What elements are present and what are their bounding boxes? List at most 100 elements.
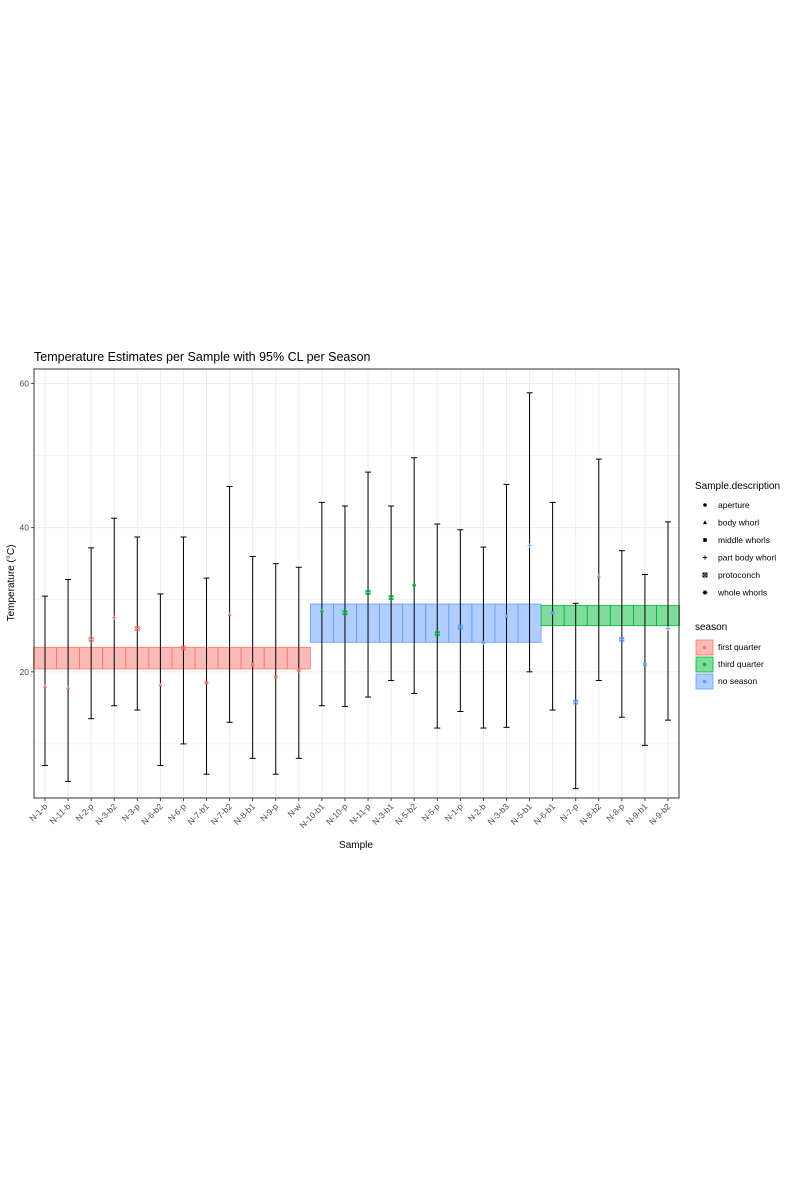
data-point <box>702 590 708 595</box>
chart-title: Temperature Estimates per Sample with 95… <box>34 350 371 364</box>
marker-square-cross <box>134 626 140 632</box>
data-point <box>180 645 186 651</box>
x-tick-label: N-1-b <box>27 801 49 823</box>
marker-cross-b <box>135 626 140 631</box>
x-tick-label: N-7-b1 <box>185 801 211 827</box>
data-point <box>250 662 255 667</box>
error-bar <box>411 457 418 694</box>
x-tick-label: N-9-p <box>258 801 280 823</box>
data-point <box>550 610 555 615</box>
data-point <box>703 538 707 542</box>
error-bar <box>526 392 533 673</box>
marker-triangle <box>319 608 324 613</box>
plot-panel <box>34 369 679 798</box>
error-bar <box>595 458 602 681</box>
marker-square <box>273 675 278 679</box>
error-bar <box>42 595 48 767</box>
marker-star-ray <box>702 590 708 595</box>
error-bar <box>180 536 187 745</box>
x-tick-label: N-9-b1 <box>624 801 650 827</box>
error-bar <box>65 579 72 782</box>
x-tick-label: N-11-b <box>47 801 72 826</box>
data-point <box>703 503 707 507</box>
legend-season-title: season <box>695 622 727 633</box>
data-point <box>134 626 140 632</box>
marker-triangle <box>43 684 47 688</box>
y-tick-label: 40 <box>20 523 30 533</box>
marker-circle <box>703 503 707 507</box>
marker-square-cross <box>619 636 625 642</box>
error-bar <box>226 486 233 723</box>
data-point <box>158 682 163 687</box>
marker-square-cross <box>457 624 463 630</box>
data-point <box>227 611 232 616</box>
error-bar <box>641 573 648 746</box>
data-point <box>527 543 532 548</box>
marker-cross-b <box>435 631 440 636</box>
legend-shape-label: whole whorls <box>717 588 767 598</box>
x-tick-label: N-3-b2 <box>93 801 119 827</box>
error-bar <box>434 523 441 729</box>
marker-square-cross <box>388 595 394 601</box>
marker-triangle <box>66 685 71 690</box>
data-point <box>273 675 278 679</box>
marker-square-cross <box>702 572 708 578</box>
legend-shape-label: aperture <box>718 500 750 510</box>
x-tick-label: N-5-p <box>420 801 442 823</box>
legend-shape-label: part body whorl <box>718 553 776 563</box>
legend-season-label: first quarter <box>718 642 761 652</box>
marker-square-cross <box>342 610 348 616</box>
marker-square-cross <box>365 590 371 595</box>
data-point <box>365 590 371 595</box>
data-point <box>504 614 509 618</box>
marker-triangle <box>596 573 601 578</box>
data-point <box>481 640 486 646</box>
x-tick-label: N-10-p <box>324 801 350 827</box>
marker-square <box>703 538 707 542</box>
x-tick-label: N-10-b1 <box>298 801 327 830</box>
legend-season-dot <box>702 679 707 684</box>
marker-cross-b <box>365 590 371 595</box>
error-bar <box>665 521 671 721</box>
marker-square-cross <box>88 636 94 642</box>
x-tick-label: N-6-b2 <box>139 801 165 827</box>
plot-border <box>33 368 680 799</box>
legend-shape-label: middle whorls <box>718 535 770 545</box>
x-tick-label: N-9-b2 <box>647 801 673 827</box>
data-point <box>111 615 117 621</box>
error-bar <box>341 505 348 707</box>
data-point <box>596 573 601 578</box>
data-point <box>412 583 416 588</box>
x-tick-label: N-5-b1 <box>509 801 535 827</box>
data-point <box>702 555 708 560</box>
data-point <box>388 595 394 601</box>
legend-season-label: third quarter <box>718 659 764 669</box>
y-axis-title: Temperature (°C) <box>6 545 17 622</box>
error-bar <box>503 483 510 728</box>
marker-circle <box>250 662 255 667</box>
x-tick-label: N-w <box>285 801 303 819</box>
data-point <box>43 684 47 688</box>
marker-triangle <box>703 520 707 525</box>
error-bar <box>549 501 556 711</box>
legend-season-dot <box>702 645 707 650</box>
error-bar <box>295 566 302 759</box>
error-bar <box>203 577 210 775</box>
error-bar <box>618 550 625 718</box>
data-point <box>703 520 707 525</box>
y-tick-label: 20 <box>20 667 30 677</box>
error-bar <box>572 602 579 790</box>
marker-square-cross <box>180 645 186 651</box>
error-bar <box>388 505 395 681</box>
y-axis: 20 40 60 <box>20 378 34 677</box>
x-tick-label: N-1-p <box>443 801 465 823</box>
data-point <box>573 699 579 705</box>
error-bar <box>365 471 372 698</box>
marker-triangle <box>504 614 509 618</box>
legend-season-label: no season <box>718 676 757 686</box>
data-point <box>434 631 440 637</box>
x-axis-title: Sample <box>339 840 373 851</box>
data-point <box>665 626 671 631</box>
data-point <box>619 636 625 642</box>
